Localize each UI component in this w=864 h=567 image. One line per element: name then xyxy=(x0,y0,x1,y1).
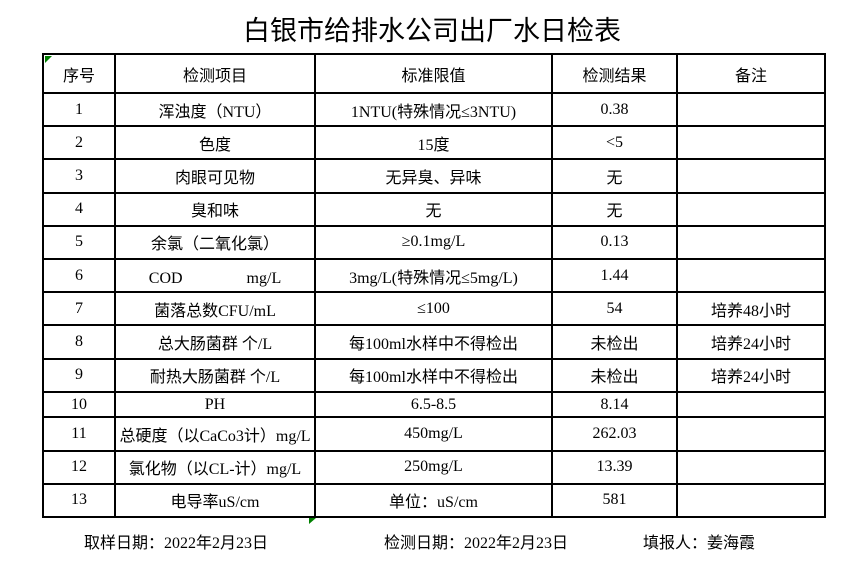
test-date: 检测日期：2022年2月23日 xyxy=(384,535,569,552)
cell-note xyxy=(676,390,826,419)
cell-limit: 1NTU(特殊情况≤3NTU) xyxy=(314,91,553,128)
table-row: 7 菌落总数CFU/mL ≤100 54 培养48小时 xyxy=(42,291,826,327)
cell-note xyxy=(676,91,826,128)
cell-item: 电导率uS/cm xyxy=(114,482,316,519)
table-row: 2 色度 15度 <5 xyxy=(42,125,826,161)
cell-note: 培养24小时 xyxy=(676,324,826,360)
cell-note xyxy=(676,482,826,519)
cell-note xyxy=(676,416,826,452)
cell-note xyxy=(676,158,826,194)
cell-item: COD mg/L xyxy=(114,258,316,294)
table-row: 9 耐热大肠菌群 个/L 每100ml水样中不得检出 未检出 培养24小时 xyxy=(42,357,826,393)
cell-item: 肉眼可见物 xyxy=(114,158,316,194)
cell-result: 1.44 xyxy=(551,258,678,294)
cell-note: 培养24小时 xyxy=(676,357,826,393)
table-row: 12 氯化物（以CL-计）mg/L 250mg/L 13.39 xyxy=(42,449,826,485)
cell-result: 0.38 xyxy=(551,91,678,128)
table-row: 1 浑浊度（NTU） 1NTU(特殊情况≤3NTU) 0.38 xyxy=(42,91,826,128)
header-row: 序号 检测项目 标准限值 检测结果 备注 xyxy=(42,53,826,94)
cell-result: <5 xyxy=(551,125,678,161)
col-header-no: 序号 xyxy=(42,53,116,94)
inspection-table: 序号 检测项目 标准限值 检测结果 备注 1 浑浊度（NTU） 1NTU(特殊情… xyxy=(42,53,826,519)
cell-limit: ≤100 xyxy=(314,291,553,327)
cell-no: 6 xyxy=(42,258,116,294)
cell-item: 总大肠菌群 个/L xyxy=(114,324,316,360)
cell-limit: 无异臭、异味 xyxy=(314,158,553,194)
cell-item: 色度 xyxy=(114,125,316,161)
table-row: 11 总硬度（以CaCo3计）mg/L 450mg/L 262.03 xyxy=(42,416,826,452)
cell-limit: 3mg/L(特殊情况≤5mg/L) xyxy=(314,258,553,294)
page-title: 白银市给排水公司出厂水日检表 xyxy=(243,16,621,46)
cell-note: 培养48小时 xyxy=(676,291,826,327)
cell-no: 7 xyxy=(42,291,116,327)
cell-result: 无 xyxy=(551,191,678,227)
cell-no: 3 xyxy=(42,158,116,194)
cell-result: 13.39 xyxy=(551,449,678,485)
cell-no: 1 xyxy=(42,91,116,128)
cell-limit: 单位：uS/cm xyxy=(314,482,553,519)
cell-no: 10 xyxy=(42,390,116,419)
cell-note xyxy=(676,224,826,261)
table-row: 6 COD mg/L 3mg/L(特殊情况≤5mg/L) 1.44 xyxy=(42,258,826,294)
cell-item: 臭和味 xyxy=(114,191,316,227)
cell-limit: 每100ml水样中不得检出 xyxy=(314,357,553,393)
cell-limit: 无 xyxy=(314,191,553,227)
cell-item: 余氯（二氧化氯） xyxy=(114,224,316,261)
col-header-item: 检测项目 xyxy=(114,53,316,94)
sampling-date: 取样日期：2022年2月23日 xyxy=(84,535,269,552)
cell-item: 总硬度（以CaCo3计）mg/L xyxy=(114,416,316,452)
reporter: 填报人：姜海霞 xyxy=(643,535,756,552)
cell-item: 菌落总数CFU/mL xyxy=(114,291,316,327)
cell-limit: 250mg/L xyxy=(314,449,553,485)
col-header-limit: 标准限值 xyxy=(314,53,553,94)
cell-no: 13 xyxy=(42,482,116,519)
cell-result: 54 xyxy=(551,291,678,327)
table-row: 3 肉眼可见物 无异臭、异味 无 xyxy=(42,158,826,194)
cell-note xyxy=(676,191,826,227)
cell-result: 262.03 xyxy=(551,416,678,452)
cell-limit: 每100ml水样中不得检出 xyxy=(314,324,553,360)
cell-error-triangle-bottom-icon xyxy=(309,518,316,524)
table-row: 10 PH 6.5-8.5 8.14 xyxy=(42,390,826,419)
cell-error-triangle-icon xyxy=(45,56,52,63)
cell-limit: 450mg/L xyxy=(314,416,553,452)
cell-item: PH xyxy=(114,390,316,419)
cell-note xyxy=(676,258,826,294)
cell-no: 11 xyxy=(42,416,116,452)
table-row: 13 电导率uS/cm 单位：uS/cm 581 xyxy=(42,482,826,519)
cell-note xyxy=(676,125,826,161)
cell-item: 浑浊度（NTU） xyxy=(114,91,316,128)
cell-result: 8.14 xyxy=(551,390,678,419)
cell-no: 4 xyxy=(42,191,116,227)
cell-item: 耐热大肠菌群 个/L xyxy=(114,357,316,393)
table-row: 4 臭和味 无 无 xyxy=(42,191,826,227)
cell-no: 9 xyxy=(42,357,116,393)
cell-result: 未检出 xyxy=(551,324,678,360)
cell-result: 0.13 xyxy=(551,224,678,261)
cell-item: 氯化物（以CL-计）mg/L xyxy=(114,449,316,485)
cell-note xyxy=(676,449,826,485)
cell-no: 12 xyxy=(42,449,116,485)
table-row: 5 余氯（二氧化氯） ≥0.1mg/L 0.13 xyxy=(42,224,826,261)
col-header-note: 备注 xyxy=(676,53,826,94)
table-row: 8 总大肠菌群 个/L 每100ml水样中不得检出 未检出 培养24小时 xyxy=(42,324,826,360)
cell-result: 未检出 xyxy=(551,357,678,393)
cell-result: 581 xyxy=(551,482,678,519)
cell-no: 2 xyxy=(42,125,116,161)
cell-result: 无 xyxy=(551,158,678,194)
cell-no: 8 xyxy=(42,324,116,360)
col-header-result: 检测结果 xyxy=(551,53,678,94)
cell-limit: 6.5-8.5 xyxy=(314,390,553,419)
cell-limit: ≥0.1mg/L xyxy=(314,224,553,261)
cell-no: 5 xyxy=(42,224,116,261)
cell-limit: 15度 xyxy=(314,125,553,161)
